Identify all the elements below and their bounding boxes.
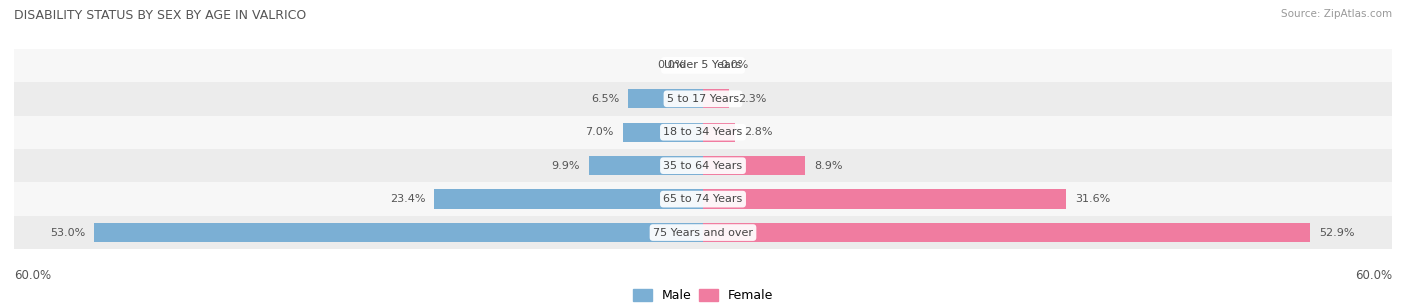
Bar: [14, 182, 1392, 216]
Bar: [703, 223, 1310, 242]
Bar: [703, 89, 730, 109]
Bar: [703, 189, 1066, 209]
Text: Under 5 Years: Under 5 Years: [665, 60, 741, 70]
Text: 6.5%: 6.5%: [591, 94, 619, 104]
Text: 9.9%: 9.9%: [551, 161, 581, 171]
Text: 8.9%: 8.9%: [814, 161, 842, 171]
Bar: [434, 189, 703, 209]
Text: 75 Years and over: 75 Years and over: [652, 228, 754, 237]
Text: 52.9%: 52.9%: [1320, 228, 1355, 237]
Text: 31.6%: 31.6%: [1076, 194, 1111, 204]
Text: 23.4%: 23.4%: [389, 194, 425, 204]
Text: 0.0%: 0.0%: [658, 60, 686, 70]
Text: 65 to 74 Years: 65 to 74 Years: [664, 194, 742, 204]
Text: 18 to 34 Years: 18 to 34 Years: [664, 127, 742, 137]
Bar: [589, 156, 703, 175]
Legend: Male, Female: Male, Female: [628, 284, 778, 304]
Text: 60.0%: 60.0%: [1355, 269, 1392, 282]
Bar: [628, 89, 703, 109]
Text: Source: ZipAtlas.com: Source: ZipAtlas.com: [1281, 9, 1392, 19]
Bar: [14, 82, 1392, 116]
Text: 60.0%: 60.0%: [14, 269, 51, 282]
Bar: [94, 223, 703, 242]
Bar: [703, 156, 806, 175]
Text: 2.3%: 2.3%: [738, 94, 766, 104]
Text: 5 to 17 Years: 5 to 17 Years: [666, 94, 740, 104]
Text: 53.0%: 53.0%: [51, 228, 86, 237]
Bar: [14, 49, 1392, 82]
Bar: [703, 123, 735, 142]
Bar: [14, 149, 1392, 182]
Text: 0.0%: 0.0%: [720, 60, 748, 70]
Text: DISABILITY STATUS BY SEX BY AGE IN VALRICO: DISABILITY STATUS BY SEX BY AGE IN VALRI…: [14, 9, 307, 22]
Bar: [14, 216, 1392, 249]
Text: 35 to 64 Years: 35 to 64 Years: [664, 161, 742, 171]
Text: 2.8%: 2.8%: [744, 127, 773, 137]
Text: 7.0%: 7.0%: [585, 127, 613, 137]
Bar: [623, 123, 703, 142]
Bar: [14, 116, 1392, 149]
